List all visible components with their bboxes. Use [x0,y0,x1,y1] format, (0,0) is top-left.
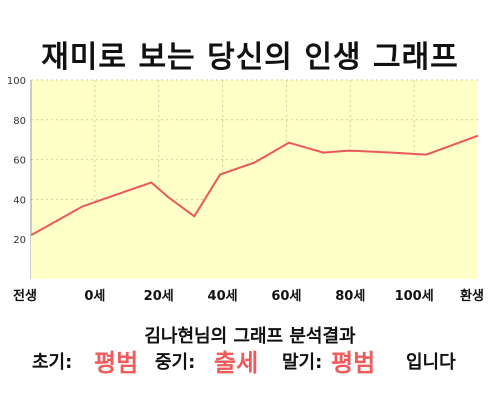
x-tick-label: 환생 [460,288,484,304]
y-tick-label: 100 [7,76,26,87]
x-tick-label: 전생 [13,288,37,304]
chart-title: 재미로 보는 당신의 인생 그래프 [41,40,459,75]
late-value: 평범 [331,349,376,377]
y-tick-label: 20 [13,235,26,246]
x-axis-ticks: 전생 0세 20세 40세 60세 80세 100세 환생 [13,288,484,304]
series-line [30,134,479,237]
middle-label: 중기: [155,352,196,373]
y-axis-ticks: 20 40 60 80 100 [7,76,26,246]
x-tick-label: 60세 [271,289,301,304]
result-heading: 김나현님의 그래프 분석결과 [144,326,356,347]
x-tick-label: 80세 [335,289,365,304]
y-tick-label: 60 [13,156,26,167]
early-label: 초기: [32,352,73,373]
result-suffix: 입니다 [406,352,456,373]
result-summary: 초기: 평범 중기: 출세 말기: 평범 입니다 [0,347,500,379]
x-tick-label: 40세 [208,289,238,304]
early-value: 평범 [94,349,139,377]
late-label: 말기: [282,352,323,373]
y-tick-label: 40 [13,195,26,206]
middle-value: 출세 [214,349,259,377]
life-graph-chart: 20 40 60 80 100 전생 0세 20세 40세 60세 80세 100세 환생 [7,76,484,304]
x-tick-label: 0세 [84,289,105,304]
x-tick-label: 20세 [144,289,174,304]
y-tick-label: 80 [13,116,26,127]
series-area [31,135,478,279]
x-tick-label: 100세 [395,289,434,304]
